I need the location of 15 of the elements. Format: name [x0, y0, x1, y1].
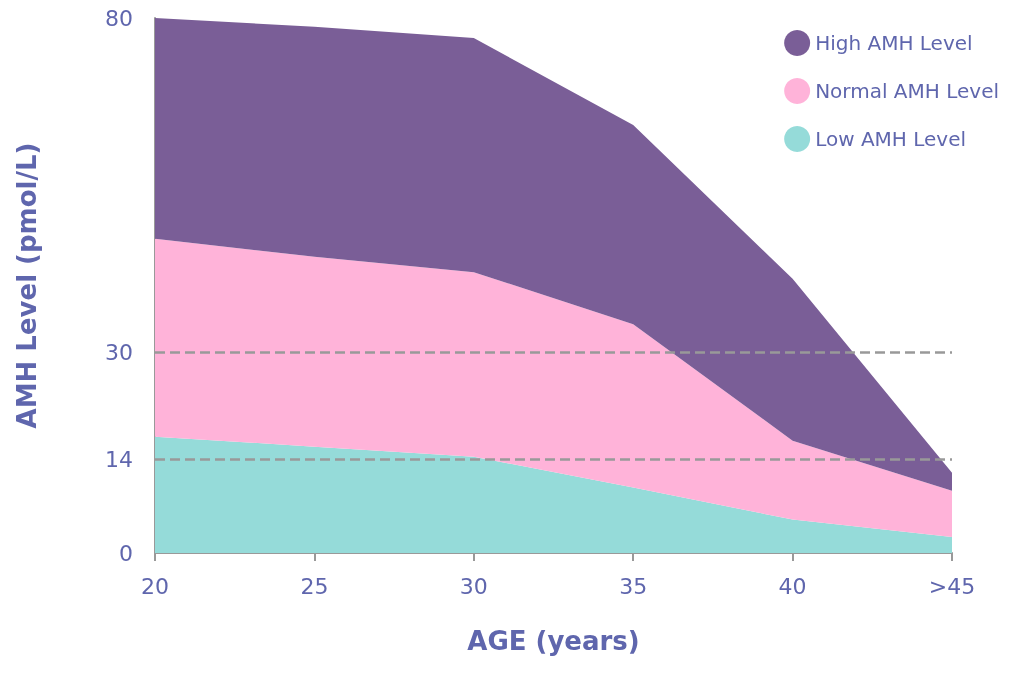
legend-label: Normal AMH Level: [815, 79, 1000, 103]
x-tick-label: 40: [778, 573, 807, 599]
y-tick-label: 80: [105, 5, 133, 31]
x-axis-title: AGE (years): [467, 626, 640, 656]
y-axis-title: AMH Level (pmol/L): [12, 142, 42, 429]
x-tick-label: 35: [619, 573, 648, 599]
legend-label: High AMH Level: [815, 31, 973, 55]
y-tick-label: 30: [105, 339, 133, 365]
x-tick-label: >45: [928, 573, 976, 599]
legend-label: Low AMH Level: [815, 127, 967, 151]
x-tick-label: 30: [459, 573, 488, 599]
x-tick-label: 25: [300, 573, 329, 599]
x-tick-label: 20: [141, 573, 169, 599]
y-tick-label: 0: [119, 540, 133, 566]
y-tick-label: 14: [105, 446, 133, 472]
